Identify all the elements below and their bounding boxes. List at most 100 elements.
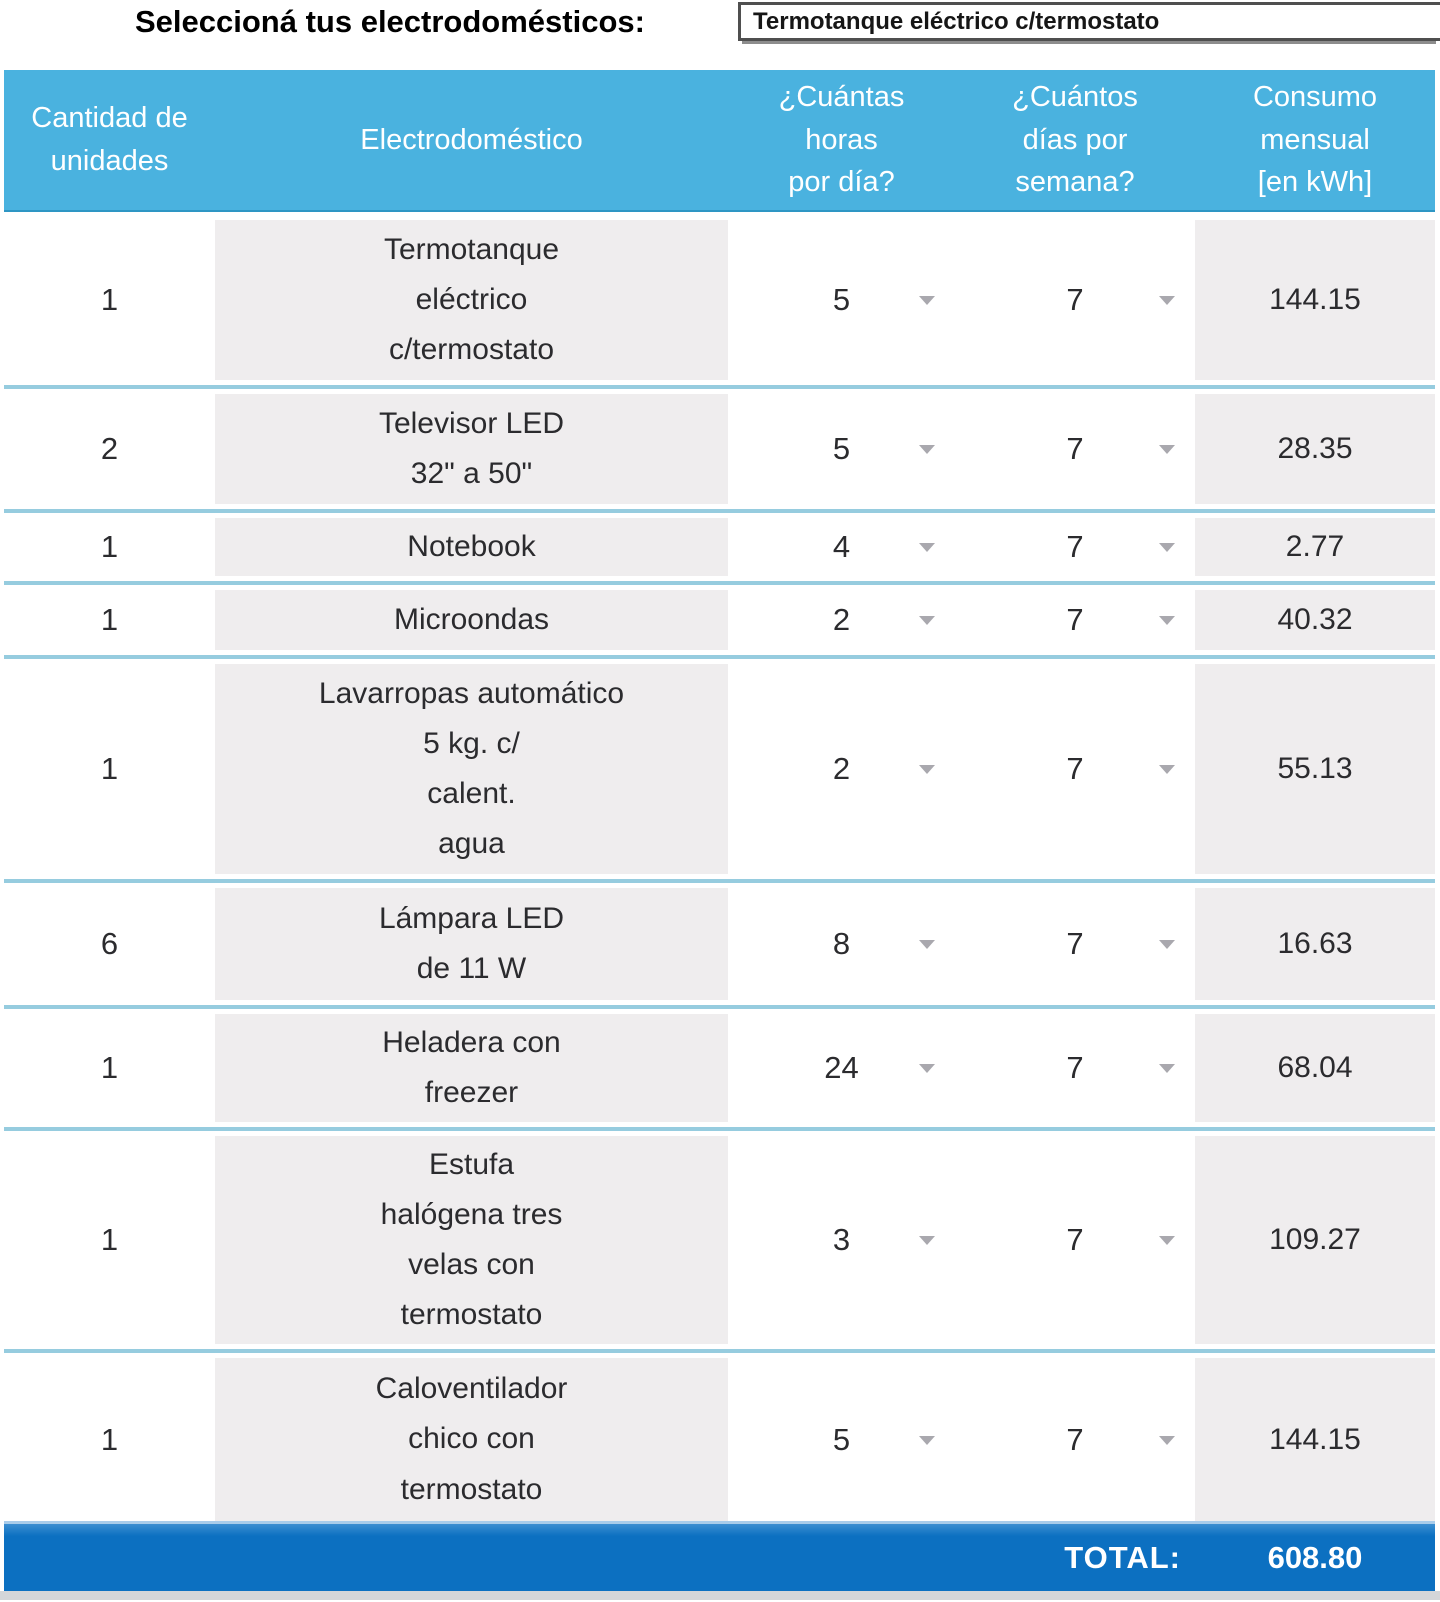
table-body: 1 Termotanque eléctrico c/termostato 5 7… [4, 220, 1435, 1521]
row-separator [4, 576, 1435, 590]
row-separator [4, 1000, 1435, 1014]
header-gap [0, 212, 1440, 220]
days-select[interactable]: 7 [955, 1136, 1195, 1344]
table-row: 2 Televisor LED 32" a 50" 5 7 28.35 [4, 394, 1435, 504]
monthly-consumption: 68.04 [1195, 1014, 1435, 1122]
row-separator [4, 1122, 1435, 1136]
quantity-value: 1 [100, 1050, 119, 1085]
chevron-down-icon [1159, 765, 1175, 774]
top-bar: Seleccioná tus electrodomésticos: Termot… [0, 0, 1440, 70]
chevron-down-icon [919, 543, 935, 552]
days-select[interactable]: 7 [955, 590, 1195, 650]
days-select[interactable]: 7 [955, 394, 1195, 504]
quantity-value: 1 [100, 282, 119, 317]
appliance-select-value: Termotanque eléctrico c/termostato [753, 7, 1160, 35]
header-cantidad-unidades: Cantidad de unidades [31, 102, 188, 177]
chevron-down-icon [919, 1435, 935, 1445]
table-header: Cantidad de unidades Electrodoméstico ¿C… [4, 70, 1435, 212]
days-select[interactable]: 7 [955, 1014, 1195, 1122]
days-value: 7 [1066, 751, 1084, 786]
hours-select[interactable]: 4 [728, 518, 955, 576]
hours-value: 2 [832, 602, 851, 637]
hours-select[interactable]: 3 [728, 1136, 955, 1344]
days-value: 7 [1066, 1050, 1084, 1085]
chevron-down-icon [1159, 1435, 1175, 1445]
header-dias-por-semana: ¿Cuántos días por semana? [1012, 80, 1138, 199]
page-title: Seleccioná tus electrodomésticos: [135, 4, 645, 39]
days-value: 7 [1066, 529, 1084, 564]
hours-select[interactable]: 2 [728, 590, 955, 650]
monthly-consumption: 16.63 [1195, 888, 1435, 1000]
quantity-value: 1 [100, 751, 119, 786]
appliance-name: Heladera con freezer [215, 1014, 728, 1122]
appliance-name: Microondas [215, 590, 728, 650]
monthly-consumption: 144.15 [1195, 1358, 1435, 1521]
hours-select[interactable]: 5 [728, 1358, 955, 1521]
quantity-value: 1 [100, 1421, 119, 1457]
table-row: 1 Heladera con freezer 24 7 68.04 [4, 1014, 1435, 1122]
hours-select[interactable]: 5 [728, 394, 955, 504]
monthly-consumption: 55.13 [1195, 664, 1435, 874]
hours-value: 5 [832, 1421, 851, 1457]
chevron-down-icon [1159, 616, 1175, 625]
monthly-consumption: 28.35 [1195, 394, 1435, 504]
days-value: 7 [1066, 1421, 1084, 1457]
days-select[interactable]: 7 [955, 888, 1195, 1000]
hours-select[interactable]: 2 [728, 664, 955, 874]
days-value: 7 [1066, 431, 1084, 466]
appliance-name: Lámpara LED de 11 W [215, 888, 728, 1000]
table-row: 1 Lavarropas automático 5 kg. c/ calent.… [4, 664, 1435, 874]
days-value: 7 [1066, 926, 1084, 961]
row-separator [4, 874, 1435, 888]
appliance-name: Lavarropas automático 5 kg. c/ calent. a… [215, 664, 728, 874]
total-label: TOTAL: [1064, 1539, 1181, 1575]
hours-select[interactable]: 5 [728, 220, 955, 380]
chevron-down-icon [919, 296, 935, 305]
hours-select[interactable]: 8 [728, 888, 955, 1000]
hours-value: 5 [832, 282, 851, 317]
row-separator [4, 650, 1435, 664]
quantity-value: 1 [100, 602, 119, 637]
header-horas-por-dia: ¿Cuántas horas por día? [778, 80, 905, 199]
row-separator [4, 504, 1435, 518]
days-value: 7 [1066, 282, 1084, 317]
row-separator [4, 1344, 1435, 1358]
chevron-down-icon [919, 940, 935, 949]
table-row: 1 Notebook 4 7 2.77 [4, 518, 1435, 576]
quantity-value: 2 [100, 431, 119, 466]
totals-bar: TOTAL: 608.80 [4, 1521, 1435, 1591]
chevron-down-icon [919, 445, 935, 454]
total-value: 608.80 [1267, 1539, 1363, 1575]
days-select[interactable]: 7 [955, 1358, 1195, 1521]
table-row: 6 Lámpara LED de 11 W 8 7 16.63 [4, 888, 1435, 1000]
hours-value: 24 [824, 1050, 859, 1085]
days-value: 7 [1066, 1222, 1084, 1257]
monthly-consumption: 144.15 [1195, 220, 1435, 380]
chevron-down-icon [919, 1236, 935, 1245]
chevron-down-icon [919, 765, 935, 774]
days-select[interactable]: 7 [955, 664, 1195, 874]
monthly-consumption: 109.27 [1195, 1136, 1435, 1344]
appliance-select[interactable]: Termotanque eléctrico c/termostato [738, 2, 1440, 41]
days-select[interactable]: 7 [955, 518, 1195, 576]
chevron-down-icon [1159, 940, 1175, 949]
monthly-consumption: 2.77 [1195, 518, 1435, 576]
table-row: 1 Estufa halógena tres velas con termost… [4, 1136, 1435, 1344]
days-value: 7 [1066, 602, 1084, 637]
hours-select[interactable]: 24 [728, 1014, 955, 1122]
chevron-down-icon [1159, 1236, 1175, 1245]
chevron-down-icon [1159, 296, 1175, 305]
chevron-down-icon [1159, 1064, 1175, 1073]
quantity-value: 1 [100, 1222, 119, 1257]
appliance-name: Caloventilador chico con termostato [215, 1358, 728, 1521]
days-select[interactable]: 7 [955, 220, 1195, 380]
monthly-consumption: 40.32 [1195, 590, 1435, 650]
quantity-value: 1 [100, 529, 119, 564]
hours-value: 3 [832, 1222, 851, 1257]
header-consumo-mensual: Consumo mensual [en kWh] [1252, 80, 1378, 199]
chevron-down-icon [919, 1064, 935, 1073]
row-separator [4, 380, 1435, 394]
bottom-strip [0, 1591, 1440, 1600]
chevron-down-icon [1159, 543, 1175, 552]
